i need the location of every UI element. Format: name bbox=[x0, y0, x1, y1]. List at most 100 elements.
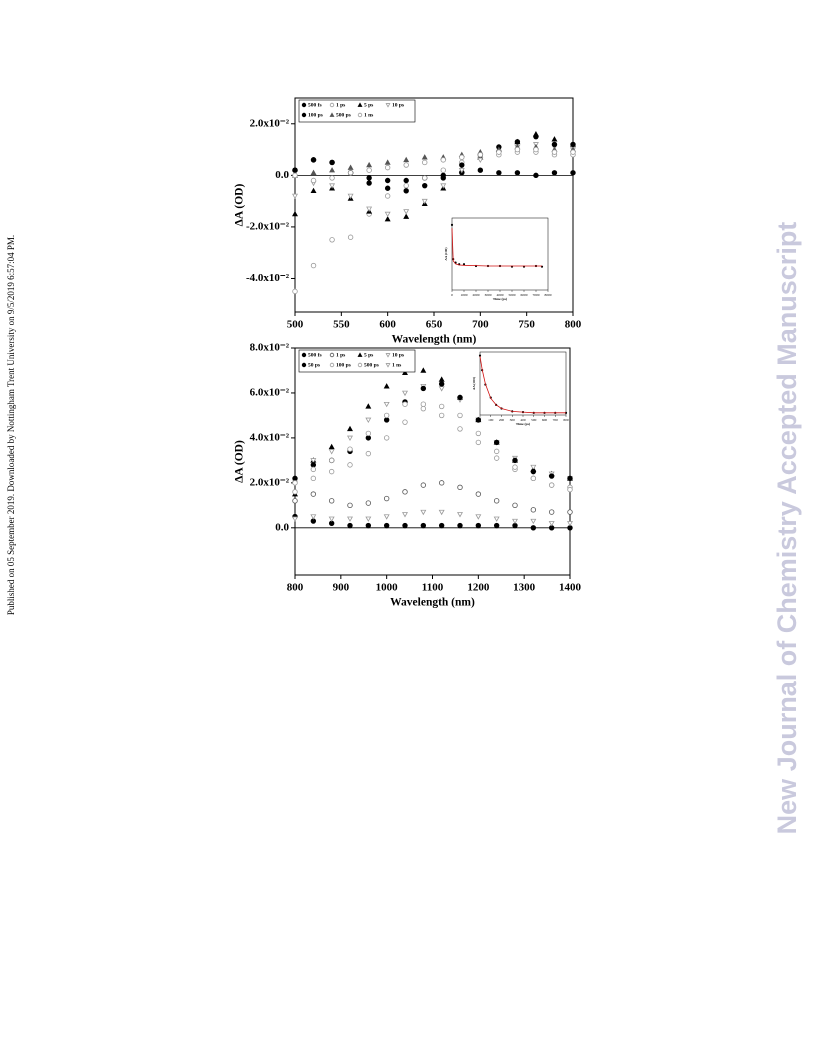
data-point bbox=[383, 383, 390, 389]
data-point bbox=[292, 167, 298, 173]
data-point bbox=[366, 161, 373, 168]
data-point bbox=[457, 426, 463, 432]
data-point bbox=[493, 516, 500, 522]
x-tick-label: 500 bbox=[287, 319, 304, 331]
data-point bbox=[421, 154, 428, 160]
data-point bbox=[347, 516, 353, 522]
x-tick-label: 5000 bbox=[509, 293, 516, 297]
data-point bbox=[514, 170, 521, 176]
data-point bbox=[328, 443, 335, 450]
data-point bbox=[570, 170, 576, 176]
data-point bbox=[478, 354, 482, 357]
data-point bbox=[292, 489, 298, 495]
y-tick-label: 0.0 bbox=[275, 521, 289, 533]
data-point bbox=[329, 183, 336, 189]
data-point bbox=[530, 468, 537, 475]
data-point bbox=[292, 475, 298, 482]
data-point bbox=[310, 458, 317, 464]
x-tick-label: 200 bbox=[499, 418, 505, 422]
data-point bbox=[383, 412, 390, 419]
fit-line bbox=[451, 228, 542, 267]
fit-line bbox=[479, 356, 566, 414]
y-tick-label: 6.0x10⁻² bbox=[250, 386, 290, 398]
data-point bbox=[458, 167, 465, 174]
x-tick-label: 700 bbox=[553, 418, 559, 422]
plot-frame bbox=[451, 217, 549, 291]
data-point bbox=[403, 209, 410, 215]
data-point bbox=[438, 412, 445, 419]
data-point bbox=[329, 167, 336, 173]
legend-marker bbox=[301, 352, 307, 358]
data-point bbox=[422, 175, 428, 181]
legend-label: 1 ps bbox=[336, 102, 345, 108]
data-point bbox=[438, 403, 445, 410]
data-point bbox=[365, 516, 372, 522]
plot-frame bbox=[479, 351, 567, 416]
data-point bbox=[493, 448, 500, 455]
data-point bbox=[383, 495, 390, 502]
data-point bbox=[383, 401, 390, 408]
data-point bbox=[420, 367, 427, 373]
data-point bbox=[328, 498, 335, 504]
data-point bbox=[384, 185, 391, 191]
data-point bbox=[310, 475, 317, 482]
data-point bbox=[548, 521, 555, 527]
data-point bbox=[477, 157, 484, 164]
data-point bbox=[440, 157, 446, 163]
y-tick-label: 2.0x10⁻² bbox=[250, 117, 290, 129]
data-point bbox=[493, 455, 500, 461]
data-point bbox=[292, 288, 298, 295]
data-point bbox=[384, 216, 391, 222]
data-point bbox=[310, 169, 317, 176]
legend-marker bbox=[301, 112, 307, 118]
data-point bbox=[365, 403, 372, 409]
legend-label: 1 ns bbox=[364, 112, 373, 118]
data-point bbox=[383, 435, 390, 441]
data-point bbox=[457, 484, 463, 491]
data-point bbox=[292, 516, 298, 522]
data-point bbox=[459, 154, 465, 161]
legend-marker bbox=[357, 352, 363, 357]
y-axis-label: ΔA (OD) bbox=[444, 247, 448, 261]
data-point bbox=[292, 193, 298, 200]
data-point bbox=[292, 480, 298, 486]
data-point bbox=[493, 498, 500, 504]
data-point bbox=[329, 175, 335, 181]
data-point bbox=[329, 159, 335, 166]
legend-label: 50 ps bbox=[308, 362, 320, 368]
data-point bbox=[570, 149, 576, 155]
x-axis-label: Wavelength (nm) bbox=[390, 597, 475, 609]
y-tick-label: 0.0 bbox=[275, 169, 289, 181]
data-point bbox=[475, 430, 482, 437]
data-point bbox=[420, 522, 427, 529]
legend-label: 100 ps bbox=[308, 112, 323, 118]
x-tick-label: 800 bbox=[563, 418, 569, 422]
data-point bbox=[477, 167, 484, 173]
data-point bbox=[551, 136, 558, 142]
x-tick-label: 4000 bbox=[497, 293, 504, 297]
data-point bbox=[567, 486, 573, 493]
x-tick-label: 550 bbox=[333, 319, 350, 331]
data-point bbox=[512, 502, 518, 509]
legend-label: 1 ns bbox=[392, 362, 401, 368]
x-tick-label: 1000 bbox=[461, 293, 468, 297]
data-point bbox=[477, 152, 484, 158]
side-note: Published on 05 September 2019. Download… bbox=[6, 235, 16, 615]
x-tick-label: 300 bbox=[510, 418, 516, 422]
data-point bbox=[384, 159, 391, 165]
data-point bbox=[530, 518, 537, 525]
x-tick-label: 1400 bbox=[559, 582, 582, 594]
data-point bbox=[384, 193, 391, 199]
x-tick-label: 1000 bbox=[376, 582, 399, 594]
x-tick-label: 400 bbox=[520, 418, 526, 422]
data-point bbox=[310, 187, 317, 194]
data-point bbox=[440, 167, 446, 173]
legend-marker bbox=[301, 362, 307, 368]
data-point bbox=[567, 475, 573, 482]
data-point bbox=[548, 509, 555, 515]
legend-marker bbox=[357, 112, 363, 118]
data-point bbox=[310, 466, 317, 473]
data-point bbox=[328, 468, 335, 475]
